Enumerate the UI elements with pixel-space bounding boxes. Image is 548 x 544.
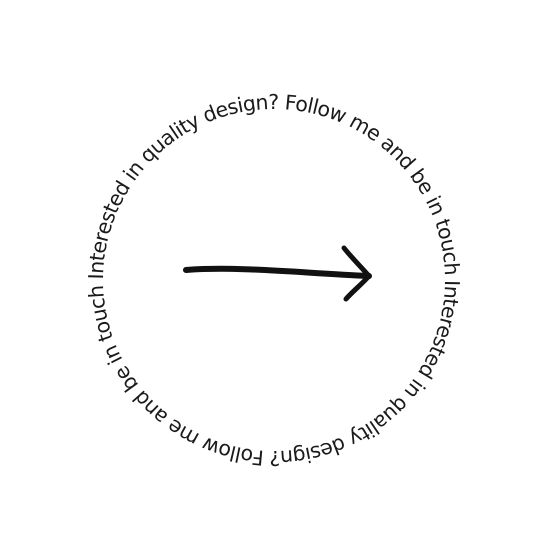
ring-text-path: Interested in quality design? Follow me …	[84, 90, 464, 470]
ring-text: Interested in quality design? Follow me …	[84, 90, 464, 470]
right-arrow-icon	[183, 245, 372, 302]
